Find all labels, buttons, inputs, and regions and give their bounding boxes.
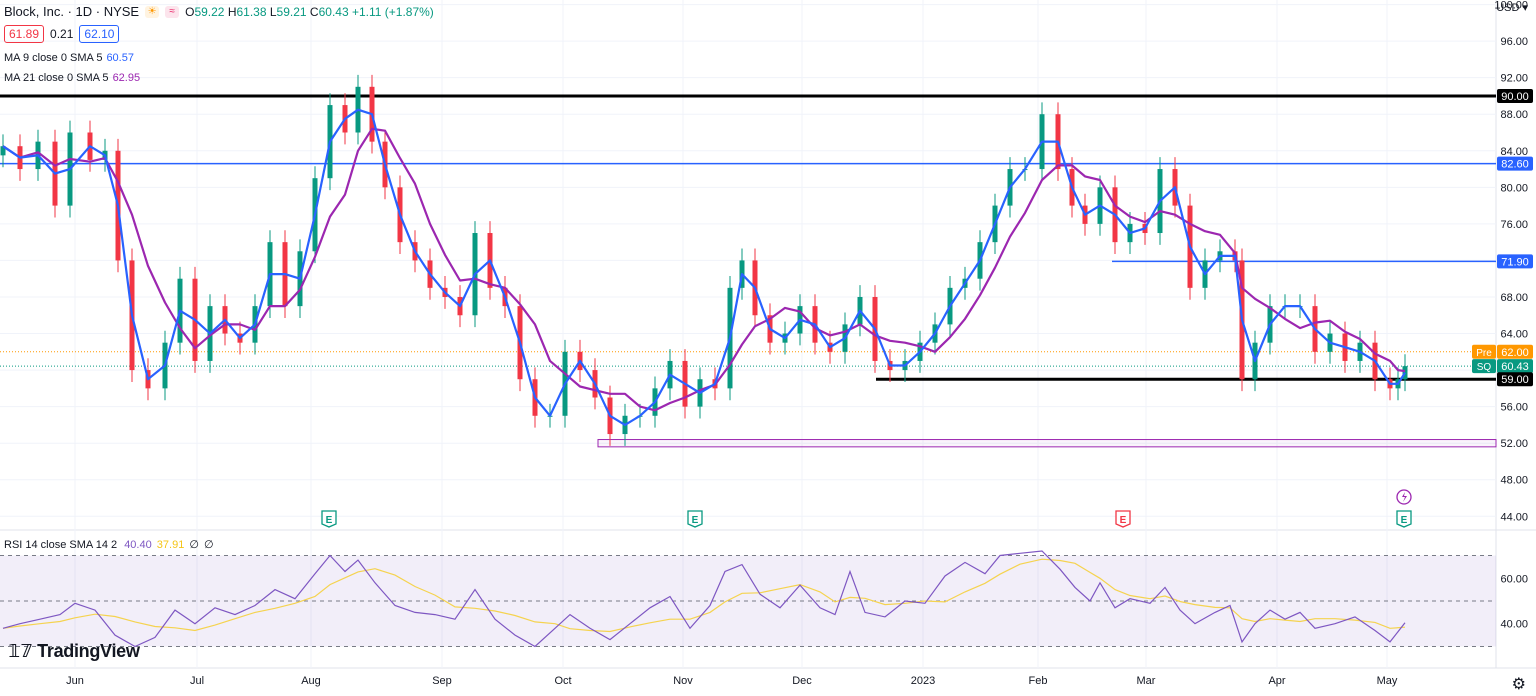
lightning-icon[interactable] (1396, 489, 1412, 505)
y-tick-label: 68.00 (1500, 292, 1528, 304)
x-tick-label: Aug (301, 675, 321, 687)
svg-text:E: E (1401, 515, 1408, 526)
y-tick-label: 52.00 (1500, 438, 1528, 450)
tv-logo-icon: 𝟙𝟟 (8, 641, 38, 661)
ma21-line[interactable] (2, 127, 1406, 412)
x-tick-label: Apr (1268, 675, 1285, 687)
price-label-pre[interactable]: Pre 62.00 (1472, 344, 1533, 359)
svg-text:E: E (1120, 515, 1127, 526)
x-tick-label: Oct (554, 675, 571, 687)
price-label-resistance[interactable]: 71.90 (1497, 254, 1533, 269)
currency-selector[interactable]: USD ▾ (1496, 2, 1528, 14)
y-tick-label: 76.00 (1500, 219, 1528, 231)
x-tick-label: Feb (1029, 675, 1048, 687)
y-tick-label: 64.00 (1500, 329, 1528, 341)
bid-price[interactable]: 61.89 (4, 25, 45, 43)
ma21-legend[interactable]: MA 21 close 0 SMA 5 62.95 (4, 72, 141, 84)
earnings-marker[interactable]: E (321, 510, 337, 528)
wave-icon[interactable]: ≈ (165, 5, 180, 18)
rsi-tick-label: 60.00 (1500, 573, 1528, 585)
ma9-legend[interactable]: MA 9 close 0 SMA 5 60.57 (4, 52, 134, 64)
tradingview-logo[interactable]: 𝟙𝟟 TradingView (8, 641, 140, 661)
x-tick-label: Dec (792, 675, 812, 687)
rsi-line[interactable] (2, 550, 1406, 648)
sun-icon[interactable]: ☀ (145, 5, 160, 18)
svg-text:E: E (692, 515, 699, 526)
x-tick-label: Jul (190, 675, 204, 687)
y-tick-label: 84.00 (1500, 146, 1528, 158)
symbol-title[interactable]: Block, Inc. · 1D · NYSE (4, 4, 140, 19)
y-tick-label: 100.00 (1494, 0, 1528, 12)
x-tick-label: Sep (432, 675, 452, 687)
y-tick-label: 92.00 (1500, 73, 1528, 85)
svg-text:71.90: 71.90 (1501, 256, 1529, 268)
x-tick-label: May (1377, 675, 1398, 687)
earnings-marker[interactable]: E (1115, 510, 1131, 528)
y-tick-label: 96.00 (1500, 36, 1528, 48)
svg-text:82.60: 82.60 (1501, 159, 1529, 171)
ask-price[interactable]: 62.10 (79, 25, 120, 43)
price-label-resistance[interactable]: 82.60 (1497, 156, 1533, 171)
svg-text:E: E (326, 515, 333, 526)
support-zone-box[interactable] (597, 439, 1497, 448)
candle[interactable] (1402, 354, 1408, 392)
svg-text:Pre: Pre (1476, 348, 1492, 359)
x-tick-label: Nov (673, 675, 693, 687)
spread-value: 0.21 (50, 27, 74, 41)
x-tick-label: 2023 (911, 675, 935, 687)
x-tick-label: Jun (66, 675, 84, 687)
svg-text:90.00: 90.00 (1501, 91, 1529, 103)
ohlc-values: O59.22 H61.38 L59.21 C60.43 +1.11 (+1.87… (185, 4, 434, 19)
earnings-marker[interactable]: E (1396, 510, 1412, 528)
candle[interactable] (0, 134, 6, 168)
y-tick-label: 48.00 (1500, 475, 1528, 487)
svg-text:SQ: SQ (1477, 362, 1492, 373)
ma9-line[interactable] (2, 108, 1406, 426)
rsi-tick-label: 40.00 (1500, 619, 1528, 631)
svg-text:62.00: 62.00 (1501, 347, 1529, 359)
price-label-support[interactable]: 59.00 (1497, 372, 1533, 387)
gear-icon[interactable]: ⚙ (1511, 676, 1526, 693)
y-tick-label: 88.00 (1500, 109, 1528, 121)
y-tick-label: 44.00 (1500, 511, 1528, 523)
chart-header: Block, Inc. · 1D · NYSE ☀ ≈ O59.22 H61.3… (4, 4, 434, 19)
change-value: +1.11 (+1.87%) (351, 4, 434, 19)
y-tick-label: 56.00 (1500, 402, 1528, 414)
earnings-marker[interactable]: E (687, 510, 703, 528)
rsi-legend[interactable]: RSI 14 close SMA 14 2 40.40 37.91 ∅ ∅ (4, 539, 214, 551)
x-tick-label: Mar (1137, 675, 1156, 687)
price-label-last[interactable]: SQ 60.43 (1472, 359, 1533, 374)
price-label-support[interactable]: 90.00 (1497, 88, 1533, 103)
y-tick-label: 80.00 (1500, 182, 1528, 194)
svg-text:60.43: 60.43 (1501, 361, 1529, 373)
rsi-sma-line[interactable] (2, 558, 1406, 633)
bid-ask-row: 61.89 0.21 62.10 (4, 25, 120, 43)
svg-text:59.00: 59.00 (1501, 374, 1529, 386)
